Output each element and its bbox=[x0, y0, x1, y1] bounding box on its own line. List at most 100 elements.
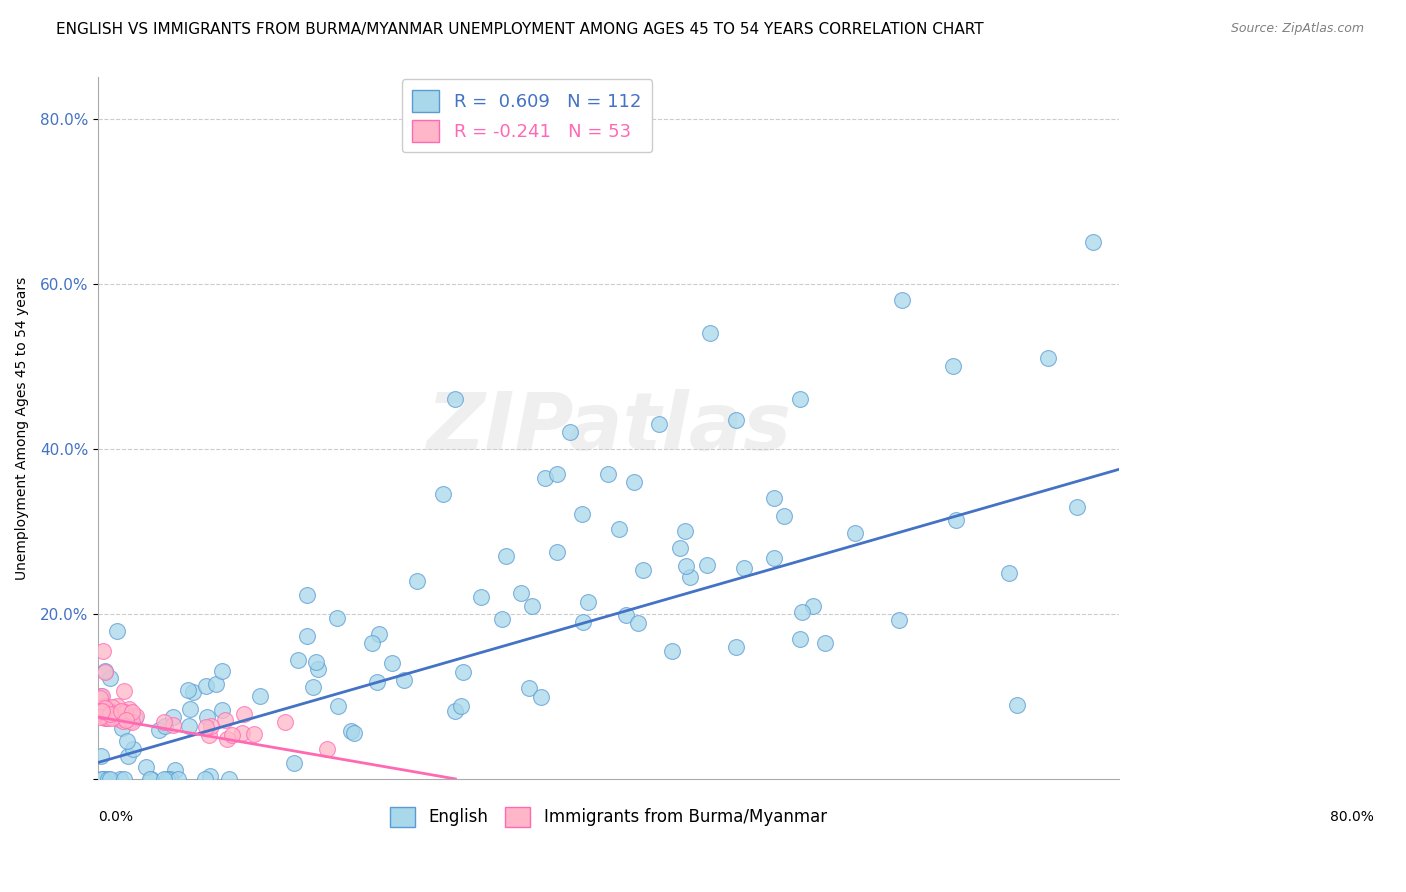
Point bbox=[789, 632, 811, 646]
Legend: English, Immigrants from Burma/Myanmar: English, Immigrants from Burma/Myanmar bbox=[384, 800, 834, 834]
Point bbox=[198, 729, 221, 743]
Point bbox=[94, 711, 117, 725]
Point bbox=[1038, 351, 1060, 365]
Point bbox=[546, 467, 568, 481]
Point bbox=[94, 701, 117, 715]
Point bbox=[221, 728, 243, 742]
Point bbox=[287, 652, 309, 666]
Point bbox=[112, 772, 135, 786]
Point bbox=[998, 566, 1021, 580]
Point bbox=[451, 665, 474, 679]
Point bbox=[89, 710, 111, 724]
Text: ZIPatlas: ZIPatlas bbox=[426, 389, 792, 467]
Point bbox=[139, 772, 162, 786]
Point bbox=[101, 710, 124, 724]
Point bbox=[87, 704, 110, 718]
Point bbox=[98, 706, 121, 720]
Point bbox=[211, 664, 233, 678]
Point bbox=[211, 703, 233, 717]
Point bbox=[195, 710, 218, 724]
Point bbox=[889, 613, 911, 627]
Point bbox=[614, 608, 637, 623]
Point bbox=[232, 707, 254, 722]
Point bbox=[177, 682, 200, 697]
Point bbox=[91, 772, 114, 786]
Point bbox=[121, 705, 143, 719]
Point bbox=[945, 513, 967, 527]
Point bbox=[97, 772, 120, 786]
Point bbox=[790, 605, 813, 619]
Point bbox=[560, 425, 582, 440]
Point bbox=[283, 756, 305, 770]
Point bbox=[942, 359, 965, 374]
Point bbox=[93, 665, 115, 679]
Point bbox=[724, 413, 747, 427]
Point bbox=[98, 671, 121, 685]
Point bbox=[87, 705, 110, 719]
Point bbox=[162, 718, 184, 732]
Point bbox=[381, 657, 404, 671]
Point bbox=[90, 689, 112, 703]
Y-axis label: Unemployment Among Ages 45 to 54 years: Unemployment Among Ages 45 to 54 years bbox=[15, 277, 30, 580]
Point bbox=[93, 772, 115, 786]
Point bbox=[93, 700, 115, 714]
Point bbox=[295, 588, 318, 602]
Point bbox=[139, 772, 162, 786]
Point bbox=[772, 509, 794, 524]
Point bbox=[153, 715, 176, 730]
Point bbox=[135, 760, 157, 774]
Point bbox=[675, 559, 697, 574]
Point bbox=[724, 640, 747, 654]
Point bbox=[120, 714, 142, 728]
Point bbox=[890, 293, 912, 308]
Point bbox=[491, 611, 513, 625]
Point bbox=[696, 558, 718, 573]
Point bbox=[159, 772, 181, 786]
Point bbox=[217, 732, 239, 747]
Point bbox=[167, 772, 190, 786]
Point bbox=[103, 708, 125, 723]
Point bbox=[100, 700, 122, 714]
Point bbox=[231, 726, 253, 740]
Text: 80.0%: 80.0% bbox=[1330, 811, 1374, 824]
Point bbox=[302, 681, 325, 695]
Point bbox=[432, 487, 454, 501]
Point bbox=[91, 704, 114, 718]
Point bbox=[105, 699, 128, 714]
Point bbox=[598, 467, 620, 481]
Text: 0.0%: 0.0% bbox=[98, 811, 134, 824]
Point bbox=[108, 772, 131, 786]
Point bbox=[669, 541, 692, 555]
Point bbox=[1066, 500, 1088, 514]
Point bbox=[111, 722, 134, 736]
Point bbox=[204, 676, 226, 690]
Point bbox=[162, 710, 184, 724]
Point bbox=[789, 392, 811, 407]
Point bbox=[814, 636, 837, 650]
Point bbox=[627, 615, 650, 630]
Point bbox=[315, 741, 337, 756]
Point bbox=[198, 769, 221, 783]
Point bbox=[112, 683, 135, 698]
Point bbox=[87, 705, 110, 719]
Point bbox=[94, 698, 117, 713]
Point bbox=[339, 724, 361, 739]
Point bbox=[200, 719, 222, 733]
Point bbox=[98, 772, 121, 786]
Point bbox=[1005, 698, 1028, 712]
Text: ENGLISH VS IMMIGRANTS FROM BURMA/MYANMAR UNEMPLOYMENT AMONG AGES 45 TO 54 YEARS : ENGLISH VS IMMIGRANTS FROM BURMA/MYANMAR… bbox=[56, 22, 984, 37]
Point bbox=[763, 491, 786, 506]
Point bbox=[307, 662, 329, 676]
Point bbox=[444, 392, 467, 407]
Point bbox=[519, 681, 541, 695]
Point bbox=[163, 763, 186, 777]
Point bbox=[274, 714, 297, 729]
Text: Source: ZipAtlas.com: Source: ZipAtlas.com bbox=[1230, 22, 1364, 36]
Point bbox=[181, 685, 204, 699]
Point bbox=[90, 772, 112, 786]
Point bbox=[295, 629, 318, 643]
Point bbox=[105, 624, 128, 638]
Point bbox=[93, 711, 115, 725]
Point bbox=[111, 711, 134, 725]
Point bbox=[699, 326, 721, 341]
